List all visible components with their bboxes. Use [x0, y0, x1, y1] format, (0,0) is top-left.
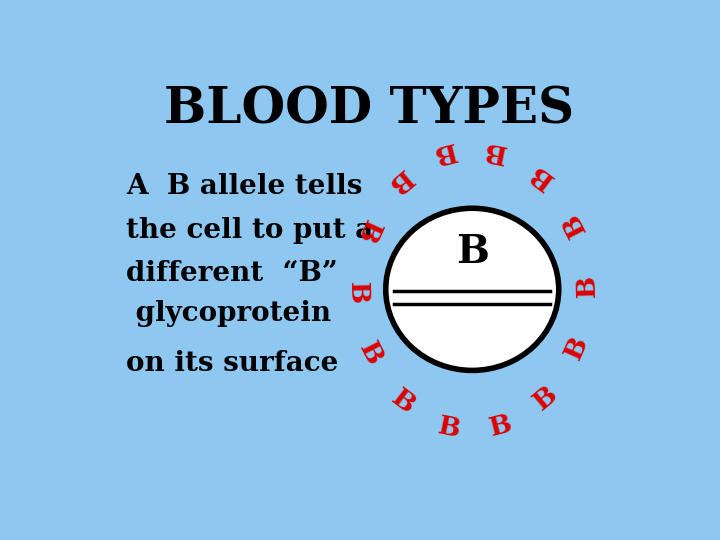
- Text: B: B: [482, 136, 508, 165]
- Text: B: B: [352, 216, 384, 246]
- Text: on its surface: on its surface: [126, 349, 338, 376]
- Text: glycoprotein: glycoprotein: [126, 300, 331, 327]
- Text: B: B: [487, 411, 514, 441]
- Text: B: B: [436, 414, 463, 442]
- Text: B: B: [382, 164, 415, 198]
- Text: BLOOD TYPES: BLOOD TYPES: [164, 85, 574, 134]
- Text: B: B: [354, 338, 387, 369]
- Ellipse shape: [386, 208, 559, 370]
- Text: B: B: [574, 274, 599, 297]
- Text: different  “B”: different “B”: [126, 260, 338, 287]
- Text: B: B: [345, 281, 371, 304]
- Text: B: B: [529, 381, 562, 414]
- Text: A  B allele tells: A B allele tells: [126, 173, 363, 200]
- Text: B: B: [525, 160, 558, 193]
- Text: B: B: [387, 386, 420, 418]
- Text: B: B: [456, 233, 489, 271]
- Text: B: B: [561, 332, 593, 363]
- Text: the cell to put a: the cell to put a: [126, 217, 374, 244]
- Text: B: B: [558, 209, 590, 240]
- Text: B: B: [430, 138, 458, 167]
